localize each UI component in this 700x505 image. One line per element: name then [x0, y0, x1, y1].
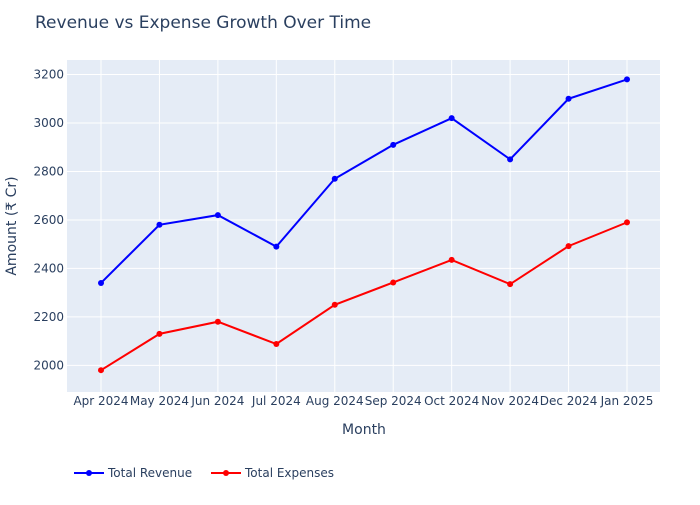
data-point-total-expenses[interactable]	[390, 279, 397, 286]
x-tick-label: Sep 2024	[365, 394, 422, 408]
data-point-total-expenses[interactable]	[448, 256, 455, 263]
data-point-total-expenses[interactable]	[156, 330, 163, 337]
x-tick-label: Nov 2024	[481, 394, 539, 408]
y-tick-label: 2400	[33, 261, 64, 275]
x-tick-label: Jun 2024	[190, 394, 244, 408]
data-point-total-expenses[interactable]	[273, 341, 280, 348]
y-tick-label: 2200	[33, 310, 64, 324]
data-point-total-expenses[interactable]	[214, 318, 221, 325]
data-point-total-revenue[interactable]	[273, 243, 280, 250]
legend-marker	[223, 470, 229, 476]
chart-title: Revenue vs Expense Growth Over Time	[35, 13, 372, 33]
x-tick-label: Oct 2024	[424, 394, 479, 408]
data-point-total-revenue[interactable]	[565, 95, 572, 102]
y-axis-ticks: 2000 2200 2400 2600 2800 3000 3200	[33, 68, 64, 373]
series-line-total-revenue	[100, 78, 628, 284]
legend-marker	[86, 470, 92, 476]
data-point-total-revenue[interactable]	[98, 279, 104, 286]
series-line-total-expenses	[100, 221, 628, 372]
x-tick-label: May 2024	[130, 394, 189, 408]
y-tick-label: 2000	[33, 358, 64, 372]
data-point-total-revenue[interactable]	[448, 115, 455, 122]
legend-item-total-revenue[interactable]: Total Revenue	[74, 466, 192, 480]
series-lines	[98, 76, 630, 374]
y-tick-label: 2800	[33, 164, 64, 178]
x-tick-label: Dec 2024	[540, 394, 598, 408]
data-point-total-expenses[interactable]	[507, 281, 514, 288]
plot-area	[67, 60, 660, 392]
x-tick-label: Aug 2024	[306, 394, 364, 408]
y-tick-label: 3000	[33, 116, 64, 130]
legend[interactable]: Total Revenue Total Expenses	[74, 466, 334, 480]
data-point-total-expenses[interactable]	[565, 243, 572, 250]
x-tick-label: Jan 2025	[600, 394, 654, 408]
data-point-total-revenue[interactable]	[390, 141, 397, 148]
data-point-total-expenses[interactable]	[98, 367, 104, 374]
data-point-total-expenses[interactable]	[624, 219, 630, 226]
legend-label: Total Revenue	[107, 466, 192, 480]
y-axis-label: Amount (₹ Cr)	[4, 176, 20, 275]
x-tick-label: Apr 2024	[73, 394, 128, 408]
data-point-total-revenue[interactable]	[507, 156, 514, 163]
data-point-total-revenue[interactable]	[214, 212, 221, 219]
data-point-total-revenue[interactable]	[331, 175, 338, 182]
data-point-total-expenses[interactable]	[331, 301, 338, 308]
y-tick-label: 3200	[33, 68, 64, 82]
x-axis-ticks: Apr 2024 May 2024 Jun 2024 Jul 2024 Aug 2024…	[73, 394, 653, 408]
grid	[67, 60, 660, 392]
legend-item-total-expenses[interactable]: Total Expenses	[211, 466, 334, 480]
y-tick-label: 2600	[33, 213, 64, 227]
x-tick-label: Jul 2024	[251, 394, 301, 408]
data-point-total-revenue[interactable]	[624, 76, 630, 83]
x-axis-label: Month	[342, 422, 386, 438]
legend-label: Total Expenses	[244, 466, 334, 480]
data-point-total-revenue[interactable]	[156, 221, 163, 228]
